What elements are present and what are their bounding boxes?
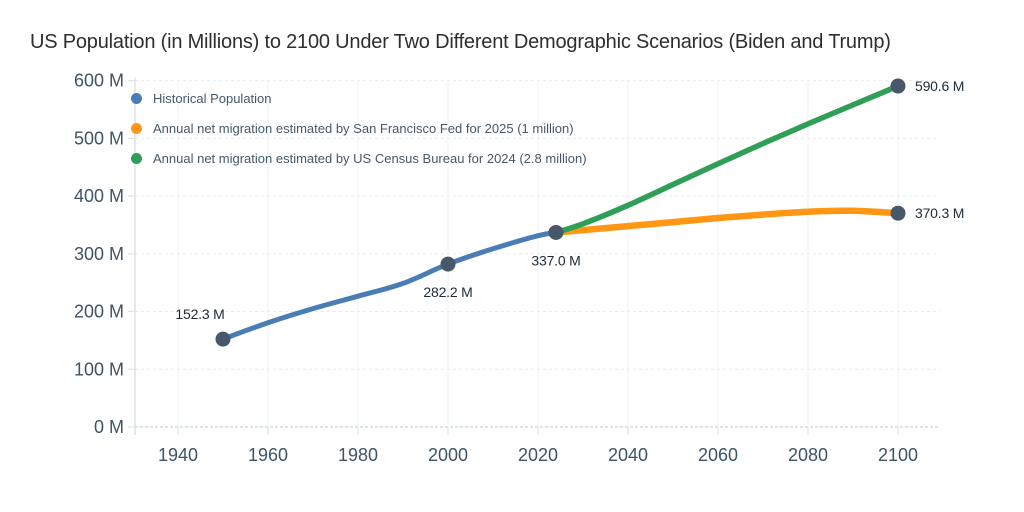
point-value-label: 337.0 M (531, 252, 580, 268)
sf-fed-line (552, 207, 902, 236)
y-tick-label: 100 M (74, 359, 124, 379)
legend-dot-sf-fed (131, 122, 142, 134)
x-tick-label: 2040 (608, 445, 648, 465)
data-point-marker (440, 256, 456, 272)
legend-item-census: Annual net migration estimated by US Cen… (131, 143, 587, 173)
legend-dot-historical (131, 92, 142, 104)
point-value-label: 370.3 M (915, 205, 964, 221)
x-tick-label: 1980 (338, 445, 378, 465)
data-point-marker (890, 205, 906, 221)
legend-label: Annual net migration estimated by San Fr… (153, 120, 574, 136)
x-tick-label: 2020 (518, 445, 558, 465)
y-tick-label: 500 M (74, 128, 124, 148)
y-tick-label: 400 M (74, 186, 124, 206)
x-tick-label: 2060 (698, 445, 738, 465)
x-tick-label: 1940 (158, 445, 198, 465)
point-value-label: 282.2 M (423, 284, 472, 300)
y-tick-label: 200 M (74, 302, 124, 322)
legend-item-sf-fed: Annual net migration estimated by San Fr… (131, 113, 587, 143)
x-tick-label: 2100 (878, 445, 918, 465)
point-value-label: 152.3 M (175, 306, 224, 322)
legend-dot-census (131, 152, 142, 164)
x-tick-label: 2080 (788, 445, 828, 465)
y-tick-label: 600 M (74, 71, 124, 91)
chart-title: US Population (in Millions) to 2100 Unde… (30, 31, 891, 53)
x-tick-label: 2000 (428, 445, 468, 465)
historical-line (220, 229, 559, 342)
point-value-label: 590.6 M (915, 78, 964, 94)
data-point-marker (548, 224, 564, 240)
x-tick-label: 1960 (248, 445, 288, 465)
data-point-marker (890, 78, 906, 94)
data-point-marker (215, 331, 231, 347)
legend-label: Annual net migration estimated by US Cen… (153, 150, 587, 166)
legend-item-historical: Historical Population (131, 83, 587, 113)
legend-label: Historical Population (153, 90, 272, 106)
y-tick-label: 300 M (74, 244, 124, 264)
chart-legend: Historical Population Annual net migratio… (131, 83, 587, 173)
census-line (553, 83, 901, 236)
y-tick-label: 0 M (94, 417, 124, 437)
